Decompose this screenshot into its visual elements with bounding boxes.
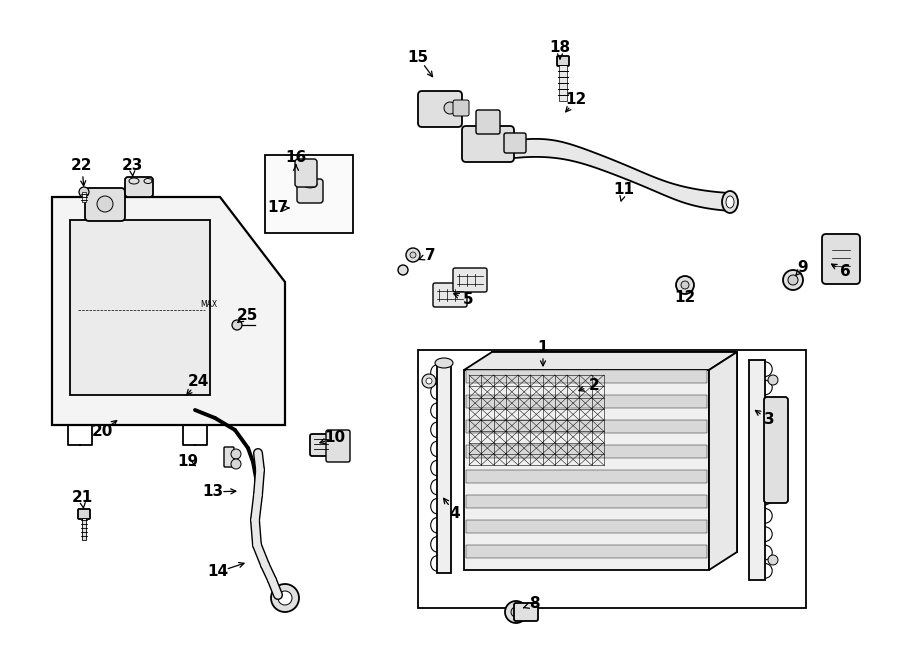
Circle shape — [444, 102, 456, 114]
Bar — [70, 220, 210, 395]
FancyBboxPatch shape — [504, 133, 526, 153]
Circle shape — [681, 281, 689, 289]
Polygon shape — [487, 139, 731, 211]
FancyBboxPatch shape — [433, 283, 467, 307]
Circle shape — [422, 374, 436, 388]
FancyBboxPatch shape — [453, 268, 487, 292]
Ellipse shape — [144, 178, 152, 184]
FancyBboxPatch shape — [764, 397, 788, 503]
Circle shape — [398, 265, 408, 275]
Text: MAX: MAX — [200, 300, 217, 309]
Text: 16: 16 — [285, 149, 307, 165]
FancyBboxPatch shape — [822, 234, 860, 284]
Circle shape — [505, 601, 527, 623]
Text: 11: 11 — [614, 182, 634, 198]
FancyBboxPatch shape — [476, 110, 500, 134]
Circle shape — [768, 375, 778, 385]
Polygon shape — [466, 545, 707, 557]
Circle shape — [278, 591, 292, 605]
FancyBboxPatch shape — [514, 603, 538, 621]
FancyBboxPatch shape — [557, 56, 569, 66]
Polygon shape — [466, 495, 707, 508]
Circle shape — [426, 378, 432, 384]
Text: 9: 9 — [797, 260, 808, 276]
Circle shape — [511, 607, 521, 617]
Text: 19: 19 — [177, 455, 199, 469]
Text: 10: 10 — [324, 430, 346, 446]
Circle shape — [271, 584, 299, 612]
Ellipse shape — [435, 358, 453, 368]
Text: 24: 24 — [187, 375, 209, 389]
Polygon shape — [464, 352, 737, 370]
FancyBboxPatch shape — [125, 177, 153, 197]
Bar — [437, 363, 451, 573]
FancyBboxPatch shape — [297, 179, 323, 203]
Polygon shape — [709, 352, 737, 570]
Text: 5: 5 — [463, 293, 473, 307]
Polygon shape — [464, 370, 709, 570]
Text: 8: 8 — [528, 596, 539, 611]
Polygon shape — [466, 395, 707, 407]
Text: 12: 12 — [565, 93, 587, 108]
Text: 4: 4 — [450, 506, 460, 520]
Polygon shape — [466, 520, 707, 533]
Bar — [82, 192, 86, 202]
Ellipse shape — [129, 178, 139, 184]
Circle shape — [406, 248, 420, 262]
Circle shape — [676, 276, 694, 294]
Polygon shape — [466, 470, 707, 483]
Circle shape — [79, 187, 89, 197]
FancyBboxPatch shape — [462, 126, 514, 162]
Bar — [418, 350, 806, 608]
Text: 6: 6 — [840, 264, 850, 280]
Circle shape — [410, 252, 416, 258]
Polygon shape — [492, 352, 737, 552]
Text: 18: 18 — [549, 40, 571, 54]
Polygon shape — [466, 445, 707, 457]
FancyBboxPatch shape — [224, 447, 234, 467]
Circle shape — [788, 275, 798, 285]
Bar — [749, 360, 765, 580]
Text: 23: 23 — [122, 159, 143, 173]
Circle shape — [231, 449, 241, 459]
Polygon shape — [52, 197, 285, 425]
Ellipse shape — [726, 196, 734, 208]
Text: 13: 13 — [202, 485, 223, 500]
Bar — [265, 155, 353, 233]
FancyBboxPatch shape — [295, 159, 317, 187]
FancyBboxPatch shape — [78, 509, 90, 519]
FancyBboxPatch shape — [418, 91, 462, 127]
Circle shape — [97, 196, 113, 212]
Circle shape — [783, 270, 803, 290]
FancyBboxPatch shape — [326, 430, 350, 462]
Text: 12: 12 — [674, 290, 696, 305]
Ellipse shape — [303, 180, 317, 188]
Text: 22: 22 — [71, 159, 93, 173]
Circle shape — [232, 320, 242, 330]
Text: 21: 21 — [71, 490, 93, 504]
FancyBboxPatch shape — [453, 100, 469, 116]
Bar — [559, 65, 567, 101]
Text: 15: 15 — [408, 50, 428, 65]
Text: 17: 17 — [267, 200, 289, 215]
FancyBboxPatch shape — [310, 434, 332, 456]
Text: 3: 3 — [764, 412, 774, 428]
Ellipse shape — [722, 191, 738, 213]
Text: 2: 2 — [589, 377, 599, 393]
Text: 7: 7 — [425, 247, 436, 262]
FancyBboxPatch shape — [85, 188, 125, 221]
Bar — [82, 518, 86, 540]
Circle shape — [231, 459, 241, 469]
Polygon shape — [466, 370, 707, 383]
Text: 20: 20 — [91, 424, 112, 440]
Polygon shape — [466, 420, 707, 432]
Circle shape — [768, 555, 778, 565]
Text: 1: 1 — [538, 340, 548, 356]
Text: 25: 25 — [237, 309, 257, 323]
Text: 14: 14 — [207, 564, 229, 580]
